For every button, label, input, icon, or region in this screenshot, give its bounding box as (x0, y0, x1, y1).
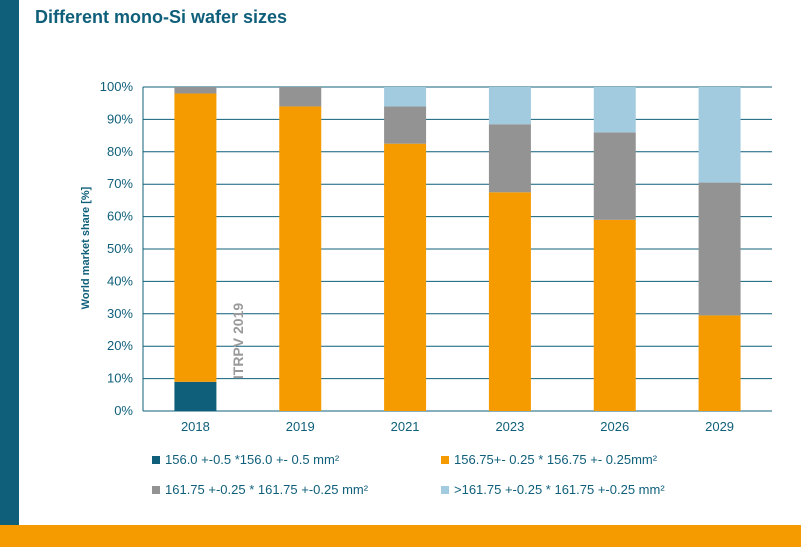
x-tick-label: 2023 (495, 419, 524, 434)
y-tick-label: 20% (107, 338, 133, 353)
y-tick-label: 30% (107, 306, 133, 321)
y-tick-label: 100% (100, 79, 134, 94)
bar-segment (174, 93, 217, 382)
bar-segment (384, 106, 427, 144)
y-tick-label: 10% (107, 371, 133, 386)
legend-swatch (152, 485, 160, 494)
bar-segment (593, 219, 636, 411)
y-tick-label: 50% (107, 241, 133, 256)
y-axis-ticks: 0% 10% 20% 30% 40% 50% 60% 70% 80% 90% 100% (100, 79, 134, 418)
y-tick-label: 40% (107, 273, 133, 288)
bar-segment (488, 124, 531, 193)
bar-segment (384, 87, 427, 107)
legend-item: >161.75 +-0.25 * 161.75 +-0.25 mm² (441, 482, 665, 497)
y-tick-label: 90% (107, 111, 133, 126)
legend-swatch (441, 485, 449, 494)
x-tick-label: 2029 (705, 419, 734, 434)
bar-segment (174, 381, 217, 411)
legend-label: 156.75+- 0.25 * 156.75 +- 0.25mm² (454, 452, 658, 467)
bar-segment (698, 315, 741, 411)
bar-segment (698, 182, 741, 316)
bar-segment (488, 87, 531, 125)
bar-segment (384, 143, 427, 411)
x-axis-ticks: 2018 2019 2021 2023 2026 2029 (181, 419, 734, 434)
source-annotation: ITRPV 2019 (230, 303, 246, 379)
bars (174, 87, 741, 411)
bar-segment (279, 87, 322, 107)
y-tick-label: 70% (107, 176, 133, 191)
y-tick-label: 80% (107, 144, 133, 159)
bar-segment (593, 87, 636, 133)
x-tick-label: 2019 (286, 419, 315, 434)
x-tick-label: 2026 (600, 419, 629, 434)
bar-segment (488, 192, 531, 411)
bar-segment (174, 87, 217, 94)
bar-segment (279, 106, 322, 411)
x-tick-label: 2021 (391, 419, 420, 434)
chart-title: Different mono-Si wafer sizes (35, 7, 288, 27)
y-tick-label: 60% (107, 209, 133, 224)
bottom-accent-bar (0, 525, 801, 547)
grid-lines (142, 86, 772, 412)
legend-swatch (441, 455, 449, 464)
x-tick-label: 2018 (181, 419, 210, 434)
legend-label: 161.75 +-0.25 * 161.75 +-0.25 mm² (165, 482, 369, 497)
legend-label: 156.0 +-0.5 *156.0 +- 0.5 mm² (165, 452, 340, 467)
legend-item: 156.0 +-0.5 *156.0 +- 0.5 mm² (152, 452, 339, 467)
y-tick-label: 0% (114, 403, 133, 418)
legend-item: 161.75 +-0.25 * 161.75 +-0.25 mm² (152, 482, 368, 497)
left-accent-bar (0, 0, 19, 525)
legend-item: 156.75+- 0.25 * 156.75 +- 0.25mm² (441, 452, 657, 467)
bar-segment (593, 132, 636, 220)
legend-swatch (152, 455, 160, 464)
y-axis-label: World market share [%] (80, 186, 92, 309)
bar-segment (698, 87, 741, 183)
legend-label: >161.75 +-0.25 * 161.75 +-0.25 mm² (454, 482, 665, 497)
